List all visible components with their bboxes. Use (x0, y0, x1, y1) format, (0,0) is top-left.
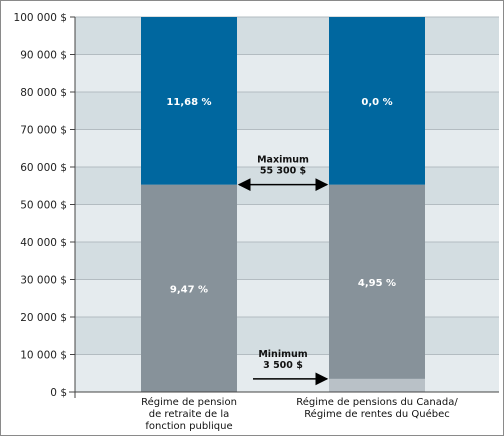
annotation-label: Maximum (257, 155, 309, 166)
y-tick-label: 60 000 $ (20, 162, 67, 174)
y-tick-label: 100 000 $ (14, 12, 67, 24)
background-band (75, 242, 499, 280)
annotation-label: 3 500 $ (263, 360, 303, 371)
category-label: Régime de pension de retraite de la foncti… (141, 396, 237, 432)
bar-segment (329, 17, 425, 185)
bar-data-label: 0,0 % (361, 97, 392, 108)
bar-segment (141, 184, 237, 392)
y-tick-label: 20 000 $ (20, 312, 67, 324)
bar-segment (329, 378, 425, 392)
bar-segment (329, 184, 425, 379)
y-tick-label: 80 000 $ (20, 87, 67, 99)
bar-data-label: 4,95 % (358, 278, 396, 289)
bar-data-label: 9,47 % (170, 284, 208, 295)
annotation-label: Minimum (258, 349, 307, 360)
background-band (75, 92, 499, 130)
category-label: Régime de pensions du Canada/Régime de r… (296, 396, 458, 420)
y-tick-label: 90 000 $ (20, 50, 67, 62)
y-tick-label: 50 000 $ (20, 200, 67, 212)
y-tick-label: 30 000 $ (20, 275, 67, 287)
y-tick-label: 40 000 $ (20, 237, 67, 249)
bar-data-label: 11,68 % (166, 97, 211, 108)
annotation-label: 55 300 $ (260, 166, 306, 177)
y-tick-label: 10 000 $ (20, 350, 67, 362)
background-band (75, 54, 499, 92)
background-band (75, 204, 499, 242)
bar-segment (141, 17, 237, 185)
y-tick-label: 0 $ (50, 387, 67, 399)
background-band (75, 17, 499, 55)
y-tick-label: 70 000 $ (20, 125, 67, 137)
background-band (75, 279, 499, 317)
